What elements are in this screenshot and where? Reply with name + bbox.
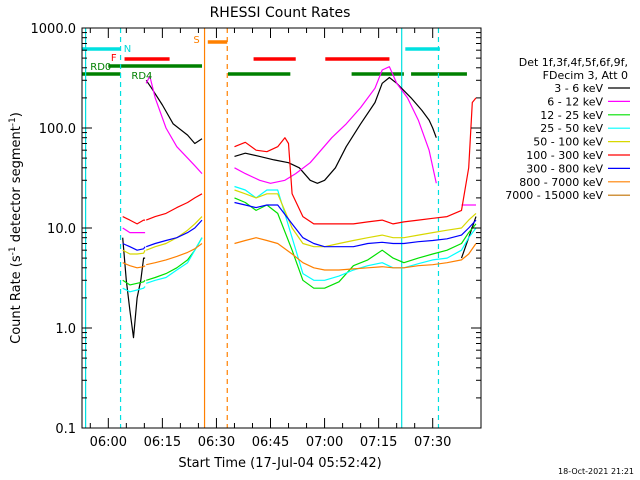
legend-label: 300 - 800 keV xyxy=(526,162,603,175)
y-tick-label: 10.0 xyxy=(47,222,76,237)
series-line xyxy=(145,193,203,221)
series-line xyxy=(145,75,203,175)
series-line xyxy=(146,243,203,266)
y-label-superscript: -1 xyxy=(8,117,18,126)
series-line xyxy=(234,201,477,248)
annotation-label: RD4 xyxy=(131,71,152,82)
annotation-label: N xyxy=(124,44,131,55)
annotation-bars xyxy=(82,40,467,76)
series-line xyxy=(122,216,146,225)
legend-label: 3 - 6 keV xyxy=(554,82,603,95)
x-tick-label: 06:00 xyxy=(90,435,127,450)
series-line xyxy=(234,76,437,184)
legend-label: 25 - 50 keV xyxy=(540,122,603,135)
y-tick-label: 1000.0 xyxy=(31,22,77,37)
legend-label: 6 - 12 keV xyxy=(547,95,603,108)
x-tick-label: 07:30 xyxy=(414,435,451,450)
series-line xyxy=(145,79,203,145)
timestamp: 18-Oct-2021 21:21 xyxy=(558,467,634,476)
series-line xyxy=(234,197,477,289)
legend: Det 1f,3f,4f,5f,6f,9f,FDecim 3, Att 03 -… xyxy=(505,56,630,202)
y-tick-label: 1.0 xyxy=(55,322,76,337)
series-line xyxy=(234,189,477,248)
series-line xyxy=(122,249,146,255)
series-line xyxy=(122,227,146,234)
series-line xyxy=(122,262,146,269)
plot-frame xyxy=(81,27,482,429)
y-label-superscript: -1 xyxy=(8,246,18,255)
legend-label: 800 - 7000 keV xyxy=(519,176,603,189)
y-axis: 0.1 1.0 10.0 100.0 1000.0 xyxy=(31,22,481,437)
series-line xyxy=(122,286,146,293)
annotation-labels: NF S RD0 RD4 xyxy=(90,35,199,82)
series-line xyxy=(122,279,146,286)
y-axis-label: Count Rate (s-1 detector segment-1) xyxy=(8,112,24,344)
legend-label: 7000 - 15000 keV xyxy=(505,189,603,202)
y-tick-label: 100.0 xyxy=(39,122,76,137)
legend-label: 50 - 100 keV xyxy=(533,136,603,149)
chart-title: RHESSI Count Rates xyxy=(210,5,351,21)
legend-label: 100 - 300 keV xyxy=(526,149,603,162)
legend-header: FDecim 3, Att 0 xyxy=(543,69,628,82)
series-line xyxy=(234,97,477,225)
annotation-label: S xyxy=(193,35,199,46)
y-tick-label: 0.1 xyxy=(55,422,76,437)
series-line xyxy=(122,242,146,251)
series-line xyxy=(234,185,477,281)
annotation-label: RD0 xyxy=(90,62,111,73)
series-line xyxy=(145,216,203,251)
x-tick-label: 07:00 xyxy=(306,435,343,450)
y-label-part: Count Rate (s xyxy=(9,255,24,344)
x-tick-label: 06:15 xyxy=(144,435,181,450)
series-line xyxy=(146,237,203,284)
vertical-markers xyxy=(85,28,440,428)
series-line xyxy=(234,66,437,184)
y-label-part: detector segment xyxy=(9,126,24,246)
x-axis-label: Start Time (17-Jul-04 05:52:42) xyxy=(178,456,381,471)
y-label-part: ) xyxy=(9,112,24,117)
series-line xyxy=(145,219,203,248)
series-layer xyxy=(122,66,477,339)
x-tick-label: 07:15 xyxy=(360,435,397,450)
x-axis: 06:00 06:15 06:30 06:45 07:00 07:15 07:30 xyxy=(90,28,451,450)
series-line xyxy=(122,237,146,339)
x-tick-label: 06:30 xyxy=(198,435,235,450)
legend-label: 12 - 25 keV xyxy=(540,109,603,122)
x-tick-label: 06:45 xyxy=(252,435,289,450)
series-line xyxy=(234,237,477,271)
annotation-label: F xyxy=(111,53,117,64)
legend-header: Det 1f,3f,4f,5f,6f,9f, xyxy=(519,56,628,69)
